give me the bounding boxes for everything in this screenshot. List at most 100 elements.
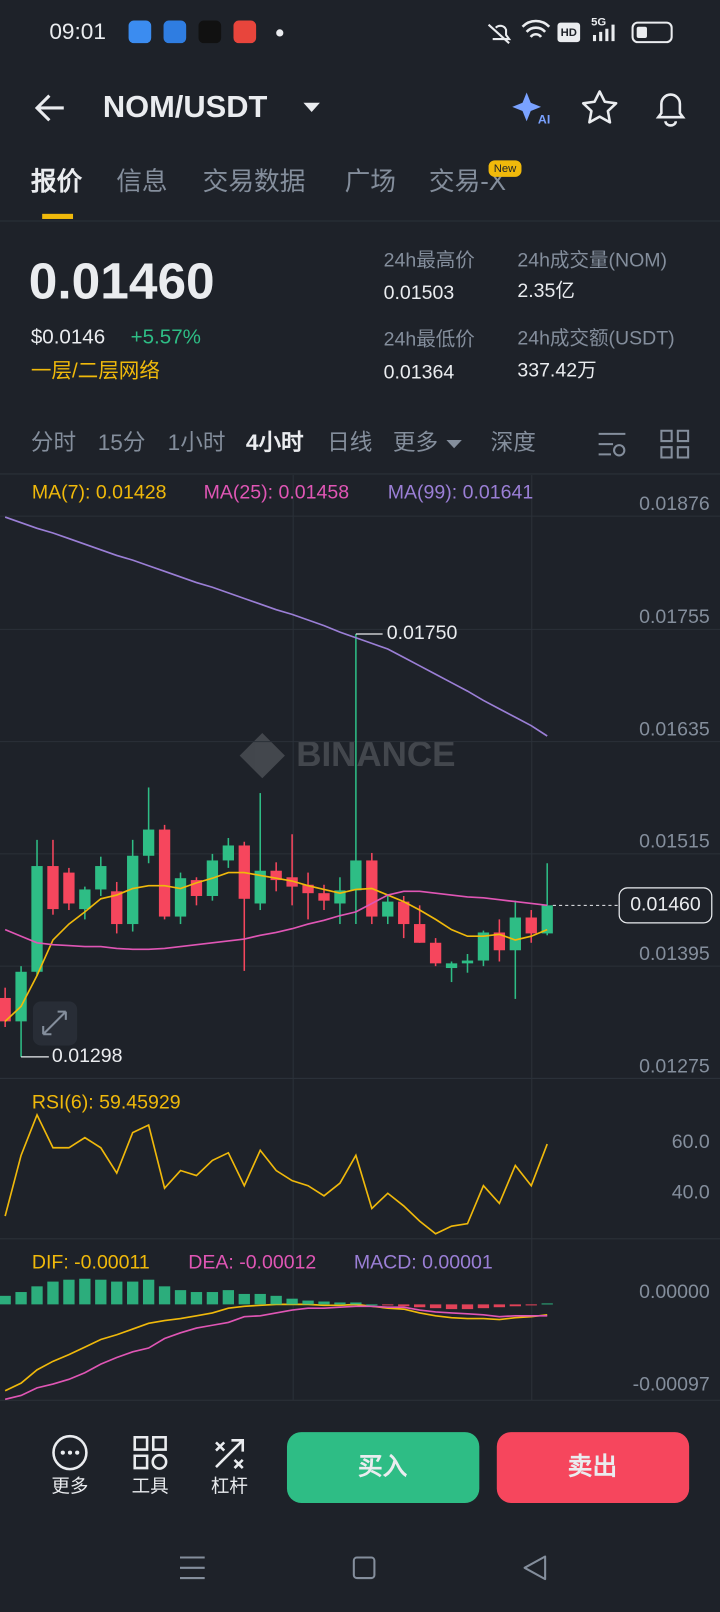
layout-button[interactable] <box>660 429 690 459</box>
nav-menu[interactable] <box>179 1556 205 1580</box>
favorite-button[interactable] <box>581 90 618 124</box>
macd-bar <box>238 1293 250 1305</box>
stat-value: 0.01364 <box>384 361 455 383</box>
buy-button[interactable] <box>286 1432 480 1504</box>
macd-line <box>4 1303 548 1392</box>
pair-title[interactable]: NOM/USDT <box>103 89 268 124</box>
candle-body <box>334 890 346 904</box>
battery <box>631 21 673 44</box>
hd-label: HD <box>561 27 577 39</box>
y-tick-label: 40.0 <box>672 1181 710 1203</box>
candle-body <box>382 901 394 917</box>
ai-icon-text: AI <box>538 113 550 127</box>
macd-bar <box>414 1304 426 1308</box>
macd-line <box>4 1305 548 1401</box>
tab[interactable]: 广场 <box>345 167 396 196</box>
candle-body <box>398 901 410 925</box>
candle-body <box>111 891 123 925</box>
candle-body <box>445 963 458 969</box>
candle-body <box>414 924 426 943</box>
app-icon <box>128 20 152 44</box>
candle-body <box>302 884 314 894</box>
interval[interactable]: 深度 <box>491 430 536 455</box>
macd-bar <box>525 1304 537 1306</box>
network-tag[interactable]: 一层/二层网络 <box>31 360 160 383</box>
tools-icon[interactable] <box>133 1435 167 1470</box>
candle-body <box>222 845 234 861</box>
macd-bar <box>0 1295 11 1305</box>
action-label[interactable]: 工具 <box>132 1475 169 1496</box>
tools-icon-dot <box>151 1453 168 1470</box>
macd-bar <box>477 1304 490 1309</box>
high-label: 0.01750 <box>387 622 458 644</box>
macd-bar <box>79 1278 91 1305</box>
interval[interactable]: 分时 <box>31 430 76 455</box>
price-change: +5.57% <box>131 326 201 349</box>
back-button[interactable] <box>34 94 64 122</box>
y-tick-label: 0.01395 <box>639 943 710 965</box>
alert-button[interactable] <box>655 93 686 127</box>
margin-icon[interactable] <box>215 1439 245 1469</box>
candle-body <box>47 866 59 910</box>
macd-bar <box>334 1302 346 1305</box>
candle-body <box>509 917 521 951</box>
stat-value: 2.35亿 <box>517 280 575 302</box>
tab-indicator <box>42 213 74 219</box>
macd-bar <box>222 1290 234 1305</box>
more-icon[interactable] <box>52 1434 88 1471</box>
macd-bar <box>270 1295 282 1305</box>
tab[interactable]: 交易数据 <box>203 167 306 196</box>
macd-bar <box>445 1304 458 1310</box>
macd-bar <box>318 1301 330 1305</box>
clock: 09:01 <box>49 19 106 44</box>
action-label[interactable]: 杠杆 <box>211 1475 248 1496</box>
y-tick-label: 0.01275 <box>639 1055 710 1077</box>
nav-back[interactable] <box>523 1555 547 1581</box>
legend-label: MA(99): 0.01641 <box>388 482 533 504</box>
nav-home[interactable] <box>352 1556 376 1580</box>
macd-bar <box>63 1279 75 1305</box>
moving-average <box>4 890 548 951</box>
candle-body <box>63 872 75 904</box>
watermark: BINANCE <box>296 735 455 774</box>
candle-body <box>350 860 362 891</box>
interval[interactable]: 1小时 <box>168 430 226 455</box>
indicator-settings[interactable] <box>598 432 626 456</box>
sell-button[interactable] <box>496 1432 690 1504</box>
ai-button[interactable] <box>512 92 542 122</box>
action-label[interactable]: 更多 <box>51 1475 88 1496</box>
candle-body <box>190 880 203 896</box>
tab[interactable]: 报价 <box>31 166 83 196</box>
stat-label: 24h成交量(NOM) <box>517 249 667 271</box>
macd-bar <box>493 1304 506 1308</box>
rsi-line <box>4 1112 548 1235</box>
y-tick-label: 0.01876 <box>639 493 710 515</box>
tab[interactable]: 信息 <box>116 167 167 196</box>
y-tick-label: 0.01515 <box>639 831 710 853</box>
candle-body <box>142 829 155 856</box>
macd-bar <box>31 1286 43 1305</box>
new-badge <box>488 160 522 177</box>
interval[interactable]: 更多 <box>393 430 438 455</box>
candle-body <box>0 997 11 1022</box>
interval[interactable]: 日线 <box>327 430 372 455</box>
low-label: 0.01298 <box>52 1045 123 1067</box>
pair-dropdown[interactable] <box>303 102 320 113</box>
macd-bar <box>158 1286 171 1305</box>
macd-bar <box>47 1281 59 1305</box>
sell-label[interactable]: 卖出 <box>568 1453 617 1481</box>
macd-bar <box>111 1281 123 1305</box>
buy-label[interactable]: 买入 <box>358 1454 408 1481</box>
stat-label: 24h最低价 <box>384 328 475 350</box>
expand-icon <box>42 1010 67 1036</box>
candle-body <box>286 877 298 887</box>
interval[interactable]: 15分 <box>98 430 146 455</box>
y-tick-label: 0.01635 <box>639 718 710 740</box>
mute-icon <box>487 23 512 44</box>
chart-area: 0.01876 0.01755 0.01635 0.01515 0.01395 0.012… <box>0 482 720 1401</box>
candle-body <box>461 960 474 964</box>
macd-bar <box>15 1292 27 1305</box>
last-price-tag <box>618 887 713 924</box>
interval[interactable]: 4小时 <box>246 430 304 455</box>
